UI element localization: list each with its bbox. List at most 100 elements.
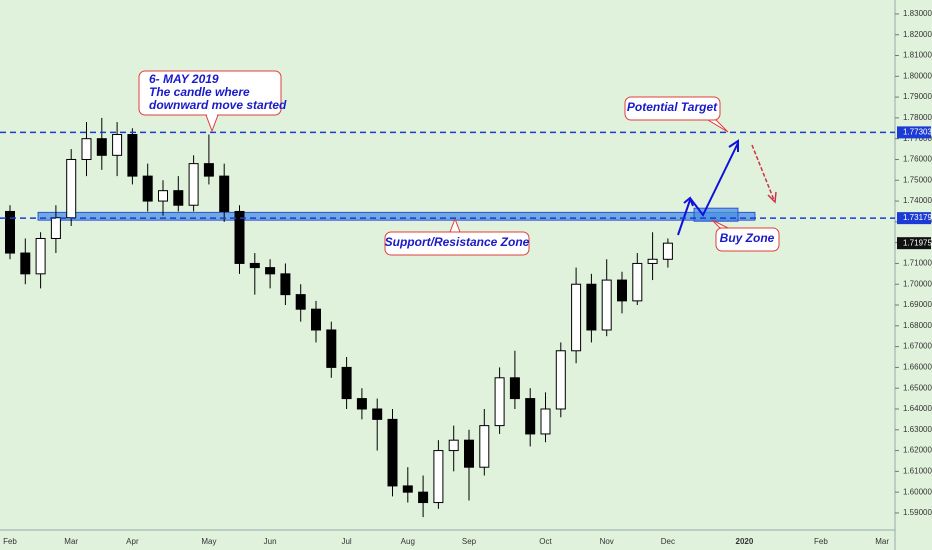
- x-tick-label: Apr: [126, 537, 139, 546]
- annotation-text: The candle where: [149, 85, 250, 99]
- candle-body: [35, 237, 46, 275]
- candle-body: [81, 138, 92, 160]
- y-tick-label: 1.61000: [903, 466, 932, 475]
- candle-body: [632, 262, 643, 302]
- x-tick-label: Feb: [3, 537, 17, 546]
- x-tick-label: Mar: [64, 537, 78, 546]
- x-tick-label: May: [201, 537, 216, 546]
- annotation: Buy Zone: [711, 219, 780, 252]
- y-tick-label: 1.71000: [903, 259, 932, 268]
- annotation-text: 6- MAY 2019: [149, 72, 219, 86]
- y-tick-label: 1.81000: [903, 51, 932, 60]
- x-tick-label: 2020: [736, 537, 754, 546]
- candle-body: [66, 158, 77, 219]
- y-tick-label: 1.82000: [903, 30, 932, 39]
- candle-body: [173, 190, 184, 206]
- y-tick-label: 1.76000: [903, 155, 932, 164]
- candle-body: [494, 377, 505, 427]
- x-tick-label: Aug: [401, 537, 415, 546]
- y-tick-label: 1.78000: [903, 113, 932, 122]
- callout-pointer: [706, 119, 729, 133]
- candle-body: [647, 258, 658, 264]
- arrow-head: [728, 139, 739, 152]
- candle-body: [341, 366, 352, 400]
- candle-body: [571, 283, 582, 352]
- x-tick-label: Nov: [600, 537, 614, 546]
- candle-body: [555, 350, 566, 410]
- candle-body: [96, 138, 107, 156]
- candle-body: [5, 210, 15, 254]
- annotation: 6- MAY 2019 The candle where downward mo…: [138, 70, 287, 133]
- candle-body: [249, 262, 260, 269]
- zone: [37, 211, 756, 221]
- level-label-box: [897, 126, 931, 139]
- y-tick-label: 1.74000: [903, 196, 932, 205]
- annotation: Support/Resistance Zone: [384, 217, 530, 256]
- y-tick-label: 1.60000: [903, 487, 932, 496]
- arrow-head: [767, 191, 777, 204]
- y-tick-label: 1.69000: [903, 300, 932, 309]
- x-tick-label: Dec: [661, 537, 675, 546]
- candle-body: [326, 329, 337, 368]
- annotation-text: Buy Zone: [720, 231, 775, 245]
- candle-body: [356, 398, 367, 410]
- x-tick-label: Mar: [875, 537, 889, 546]
- candle-body: [586, 283, 597, 331]
- candle-body: [433, 450, 444, 504]
- plot: [5, 117, 756, 518]
- y-tick-label: 1.62000: [903, 446, 932, 455]
- last-price-label: 1.71975: [903, 238, 932, 247]
- y-tick-label: 1.66000: [903, 363, 932, 372]
- candle-body: [188, 163, 199, 206]
- candle-body: [662, 242, 673, 260]
- y-tick-label: 1.83000: [903, 9, 932, 18]
- y-tick-label: 1.59000: [903, 508, 932, 517]
- candle-body: [402, 485, 413, 493]
- y-tick-label: 1.79000: [903, 92, 932, 101]
- candle-body: [418, 491, 429, 504]
- x-tick-label: Feb: [814, 537, 828, 546]
- candle-body: [311, 308, 321, 331]
- candle-body: [20, 252, 31, 275]
- candle-body: [158, 190, 168, 202]
- annotation: Potential Target: [624, 96, 729, 133]
- y-tick-label: 1.70000: [903, 279, 932, 288]
- candle-body: [234, 210, 245, 264]
- candle-body: [525, 398, 536, 435]
- candle-body: [601, 279, 612, 331]
- arrow: [751, 144, 775, 201]
- callout-pointer: [449, 217, 461, 233]
- y-tick-label: 1.68000: [903, 321, 932, 330]
- candle-body: [142, 175, 153, 202]
- candle-body: [540, 408, 551, 435]
- y-tick-label: 1.64000: [903, 404, 932, 413]
- level-label-box: [897, 212, 931, 225]
- annotation-text: Potential Target: [627, 100, 718, 114]
- annotation-text: downward move started: [149, 98, 287, 112]
- callout-pointer: [205, 114, 219, 133]
- candle-body: [112, 134, 123, 156]
- zone: [693, 207, 739, 222]
- candle-body: [372, 408, 383, 420]
- candle-body: [219, 175, 230, 212]
- y-tick-label: 1.67000: [903, 342, 932, 351]
- candle-body: [280, 273, 291, 296]
- level-label: 1.73179: [903, 213, 932, 222]
- y-tick-label: 1.80000: [903, 71, 932, 80]
- callout-box: [624, 96, 721, 121]
- candle-body: [265, 267, 276, 275]
- level-label: 1.77303: [903, 127, 932, 136]
- candle-body: [127, 134, 138, 177]
- y-tick-label: 1.75000: [903, 175, 932, 184]
- arrow: [689, 142, 739, 217]
- x-tick-label: Oct: [539, 537, 552, 546]
- candle-body: [50, 217, 61, 239]
- x-tick-label: Jun: [264, 537, 277, 546]
- callout-box: [715, 227, 780, 252]
- y-tick-label: 1.65000: [903, 383, 932, 392]
- candle-body: [203, 163, 214, 177]
- candle-body: [479, 425, 490, 468]
- x-tick-label: Sep: [462, 537, 477, 546]
- y-tick-label: 1.63000: [903, 425, 932, 434]
